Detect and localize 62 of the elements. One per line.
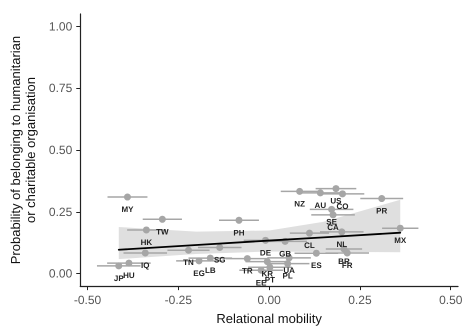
data-label: MY	[121, 205, 134, 214]
y-tick-label: 0.75	[48, 81, 73, 96]
point	[330, 211, 337, 218]
x-tick-label: 0.50	[439, 293, 463, 308]
point	[332, 185, 340, 192]
point	[115, 262, 122, 270]
point	[312, 250, 320, 257]
point	[244, 255, 251, 262]
x-axis-title: Relational mobility	[216, 311, 322, 326]
data-label: CL	[304, 241, 315, 250]
data-label: PT	[264, 275, 276, 284]
data-label: SG	[214, 256, 226, 265]
point	[264, 258, 271, 266]
data-label: JP	[114, 274, 124, 283]
y-axis-title: Probability of belonging to humanitarian or charitable organisation	[8, 36, 38, 264]
data-label: CO	[336, 202, 348, 211]
point	[344, 249, 351, 256]
y-tick-label: 0.25	[48, 204, 73, 219]
point	[216, 244, 224, 252]
data-label: NZ	[294, 199, 306, 208]
data-label: HU	[123, 271, 135, 280]
data-label: SE	[326, 217, 338, 226]
point	[158, 216, 166, 223]
data-label: LB	[204, 266, 216, 276]
data-label: PH	[233, 228, 245, 238]
data-label: AU	[314, 200, 326, 210]
point	[316, 189, 324, 196]
data-label: DE	[260, 248, 272, 258]
data-label: TW	[156, 227, 170, 236]
point	[235, 216, 242, 224]
data-label: HK	[140, 238, 152, 247]
point	[196, 257, 203, 264]
data-label: MX	[394, 236, 407, 246]
data-label: GB	[279, 249, 292, 258]
x-tick-label: -0.50	[74, 293, 102, 308]
point	[185, 246, 192, 254]
data-label: IQ	[141, 260, 150, 270]
data-label: EG	[193, 268, 205, 278]
point	[339, 190, 346, 198]
point	[396, 224, 404, 232]
x-tick-label: 0.00	[257, 293, 282, 308]
data-label: TN	[183, 258, 194, 268]
data-label: NL	[336, 240, 348, 249]
x-tick-label: -0.25	[164, 293, 192, 308]
x-tick-label: 0.25	[348, 293, 372, 308]
point	[284, 260, 292, 268]
point	[142, 249, 149, 256]
y-tick-label: 1.00	[48, 19, 73, 34]
point	[306, 230, 313, 237]
data-label: PR	[376, 206, 388, 216]
data-label: ES	[311, 261, 322, 270]
data-label: PL	[282, 272, 293, 281]
point	[142, 226, 150, 234]
point	[338, 228, 346, 236]
data-label: TR	[242, 266, 253, 276]
point	[125, 260, 132, 267]
point	[206, 254, 214, 262]
point	[124, 194, 131, 201]
point	[296, 188, 304, 195]
point	[378, 195, 386, 202]
y-tick-label: 0.00	[48, 266, 73, 281]
y-tick-label: 0.50	[48, 143, 73, 158]
